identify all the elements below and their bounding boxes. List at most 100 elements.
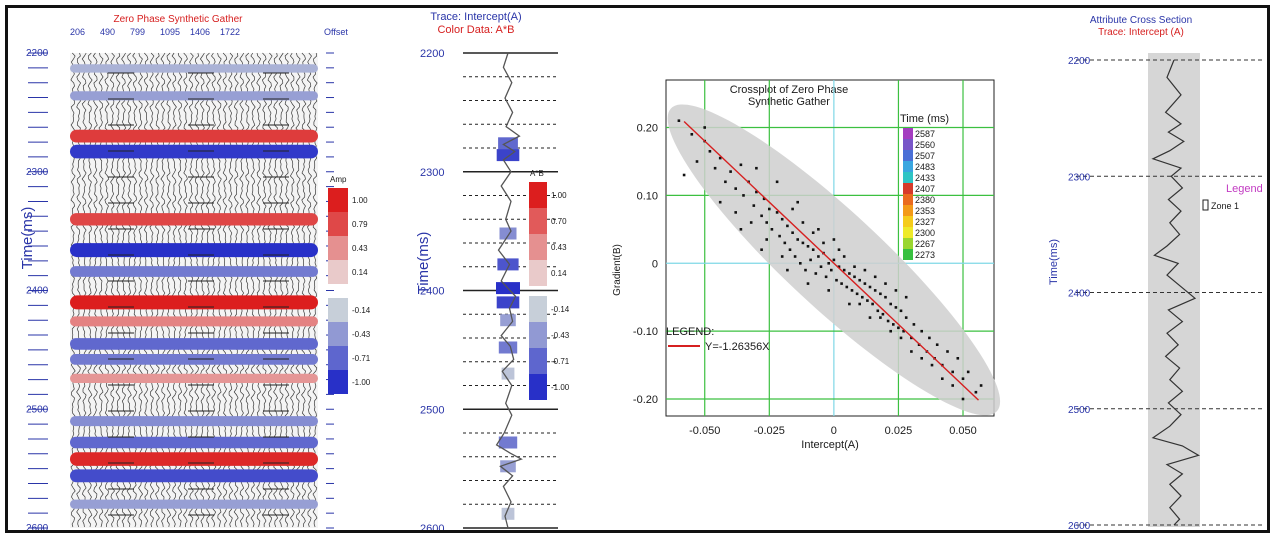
crossplot-y-tick-label: -0.10 xyxy=(633,326,658,338)
crossplot-point xyxy=(811,231,815,234)
crossplot-legend-fit-label: Y=-1.26356X xyxy=(705,341,770,353)
crossplot-point xyxy=(799,262,802,265)
crossplot-color-legend-label: 2353 xyxy=(915,206,935,216)
trace-colorbar-swatch xyxy=(529,208,547,234)
crossplot-point xyxy=(956,357,960,360)
crossplot-point xyxy=(830,268,833,272)
crossplot-point xyxy=(897,326,900,330)
gather-colorbar-label: -0.14 xyxy=(352,306,371,315)
crossplot-color-legend-label: 2507 xyxy=(915,151,935,161)
crossplot-point xyxy=(755,166,758,170)
crossplot-color-legend-label: 2380 xyxy=(915,195,935,205)
crossplot-point xyxy=(966,370,970,374)
crossplot-point xyxy=(832,258,836,262)
crossplot-point xyxy=(850,289,854,292)
cross-section-y-tick-label: 2200 xyxy=(1068,56,1091,67)
crossplot-x-tick-label: 0 xyxy=(831,425,837,437)
crossplot-point xyxy=(899,309,903,313)
crossplot-point xyxy=(879,292,882,296)
trace-panel: Trace: Intercept(A) Color Data: A*B 2200… xyxy=(415,11,570,530)
trace-colorbar-swatch xyxy=(529,348,547,374)
crossplot-point xyxy=(780,255,784,258)
gather-x-tick-label: 1722 xyxy=(220,27,240,37)
crossplot-color-legend-swatch xyxy=(903,161,913,172)
crossplot-x-tick-labels: -0.050 -0.025 0 0.025 0.050 xyxy=(689,425,977,437)
crossplot-point xyxy=(791,207,794,211)
crossplot-point xyxy=(889,329,892,333)
gather-colorbar-swatch xyxy=(328,370,348,394)
crossplot-point xyxy=(879,316,882,319)
crossplot-point xyxy=(884,295,887,299)
crossplot-subtitle: Synthetic Gather xyxy=(748,96,830,108)
crossplot-point xyxy=(827,289,830,292)
crossplot-panel: Crossplot of Zero Phase Synthetic Gather… xyxy=(612,79,1001,451)
crossplot-color-legend-title: Time (ms) xyxy=(900,113,949,125)
crossplot-point xyxy=(762,197,766,201)
crossplot-point xyxy=(765,221,768,224)
cross-section-zone-band xyxy=(1148,53,1200,527)
trace-color-block xyxy=(496,296,520,309)
crossplot-point xyxy=(778,234,781,238)
trace-colorbar-swatch xyxy=(529,296,547,322)
crossplot-point xyxy=(951,370,954,374)
crossplot-point xyxy=(775,180,779,184)
cross-section-y-tick-label: 2400 xyxy=(1068,289,1091,300)
cross-section-panel: Attribute Cross Section Trace: Intercept… xyxy=(1048,15,1263,530)
crossplot-point xyxy=(910,350,913,353)
crossplot-color-legend-label: 2300 xyxy=(915,228,935,238)
crossplot-point xyxy=(946,350,949,353)
trace-color-block xyxy=(498,436,518,449)
gather-y-tick-label: 2600 xyxy=(26,523,49,530)
trace-colorbar: 1.00 0.70 0.43 0.14 -0.14 -0.43 -0.71 -1.00 xyxy=(529,182,570,400)
cross-section-y-tick-labels: 2200 2300 2400 2500 2600 xyxy=(1068,56,1091,530)
trace-colorbar-label: 1.00 xyxy=(551,191,567,200)
trace-y-tick-label: 2200 xyxy=(420,48,444,60)
crossplot-point xyxy=(873,275,877,279)
gather-y-tick-label: 2400 xyxy=(26,286,49,297)
trace-y-tick-labels: 2200 2300 2400 2500 2600 xyxy=(420,48,444,530)
crossplot-point xyxy=(796,200,799,204)
crossplot-color-legend-label: 2327 xyxy=(915,217,935,227)
crossplot-point xyxy=(801,241,805,245)
cross-section-title: Attribute Cross Section xyxy=(1090,15,1192,26)
crossplot-point xyxy=(941,377,944,380)
crossplot-point xyxy=(902,329,905,333)
trace-title: Trace: Intercept(A) xyxy=(430,11,521,23)
crossplot-point xyxy=(858,302,861,306)
crossplot-point xyxy=(930,363,934,367)
crossplot-point xyxy=(713,166,717,170)
gather-colorbar: 1.00 0.79 0.43 0.14 -0.14 -0.43 -0.71 -1.00 xyxy=(328,188,371,394)
crossplot-point xyxy=(677,119,681,122)
crossplot-point xyxy=(886,319,890,323)
crossplot-point xyxy=(817,228,820,231)
gather-panel: Zero Phase Synthetic Gather 206 490 799 109… xyxy=(19,14,371,530)
crossplot-color-legend-swatch xyxy=(903,227,913,238)
crossplot-point xyxy=(892,323,895,326)
trace-color-block xyxy=(497,258,519,271)
gather-x-tick-labels: 206 490 799 1095 1406 1722 xyxy=(70,27,240,37)
crossplot-point xyxy=(749,221,753,224)
crossplot-point xyxy=(863,268,867,272)
crossplot-point xyxy=(842,255,846,258)
gather-colorbar-label: 0.79 xyxy=(352,220,368,229)
crossplot-point xyxy=(775,211,779,214)
crossplot-point xyxy=(703,126,706,129)
crossplot-fit-line xyxy=(683,121,979,401)
gather-x-tick-label: 206 xyxy=(70,27,85,37)
crossplot-color-legend-swatch xyxy=(903,183,913,194)
crossplot-point xyxy=(979,384,983,387)
crossplot-point xyxy=(904,316,908,319)
crossplot-point xyxy=(910,336,913,340)
crossplot-color-legend-swatch xyxy=(903,172,913,183)
crossplot-point xyxy=(827,262,830,265)
gather-event-band xyxy=(70,316,318,327)
crossplot-point xyxy=(729,170,732,173)
cross-section-subtitle: Trace: Intercept (A) xyxy=(1098,27,1184,38)
gather-event-band xyxy=(70,436,318,449)
crossplot-point xyxy=(848,272,851,275)
crossplot-point xyxy=(742,194,745,197)
crossplot-point xyxy=(822,241,825,245)
gather-event-band xyxy=(70,373,318,383)
crossplot-point xyxy=(760,214,763,218)
crossplot-color-legend-swatch xyxy=(903,205,913,216)
